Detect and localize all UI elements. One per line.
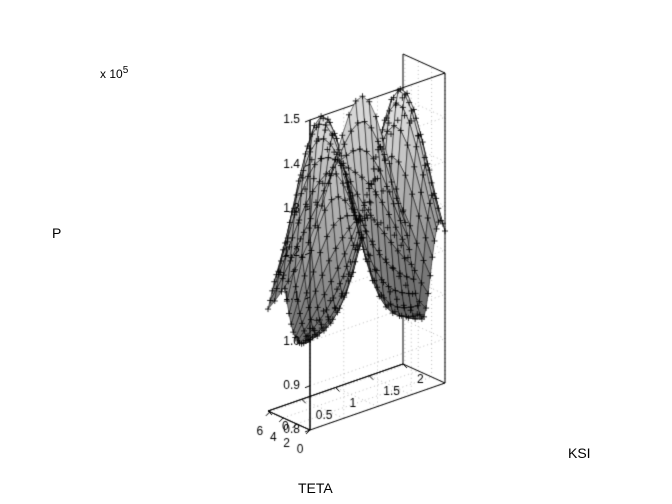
xlabel: TETA [298,480,333,496]
zlabel: P [52,225,61,241]
zscale: x 105 [100,65,128,81]
ylabel: KSI [568,445,591,461]
